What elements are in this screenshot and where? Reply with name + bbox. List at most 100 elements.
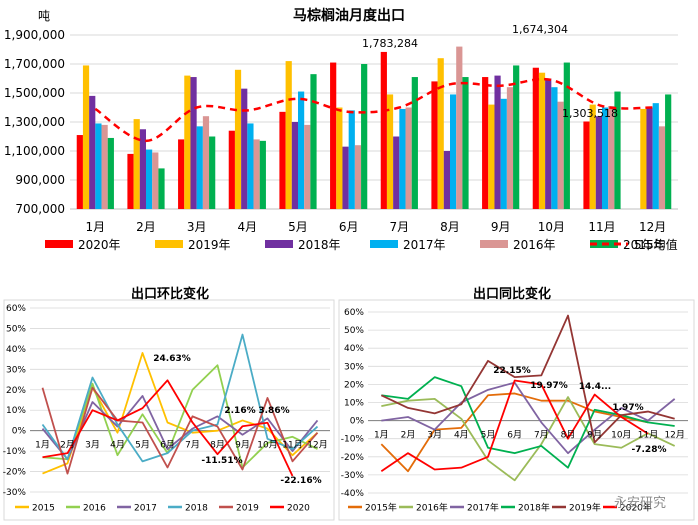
data-label: 14.4... [579,382,611,392]
x-tick-label: 12月 [307,440,327,451]
x-tick-label: 6月 [160,440,175,451]
y-tick-label: 700,000 [15,202,65,216]
legend-label: 2016 [83,504,106,514]
bar [488,104,495,209]
y-tick-label: 1,700,000 [4,57,65,71]
x-tick-label: 5月 [288,220,308,234]
bar [158,168,165,209]
bar [640,108,647,209]
bar [513,65,520,209]
x-tick-label: 2月 [401,430,416,441]
bar [380,51,387,209]
legend-swatch [265,240,293,248]
legend-label: 2020年 [78,238,121,252]
bar [563,62,570,209]
y-tick-label: 60% [344,308,364,318]
bar [95,123,102,209]
yoy-chart-gridlines: 60% 50% 40% 30% 20% 10% 0% -10% -20% -30% -40% [341,308,688,499]
y-tick-label: 0% [12,427,27,437]
watermark: 永安研究 [614,496,666,511]
legend-label: 2016年 [513,238,556,252]
x-tick-label: 5月 [481,430,496,441]
bar [545,78,552,209]
legend-label: 2019年 [569,502,601,514]
y-tick-label: 50% [344,326,364,336]
y-tick-label: -40% [341,489,365,499]
bar [608,106,615,209]
bar [139,129,146,209]
y-tick-label: -30% [3,488,27,498]
bar [291,122,298,209]
bar [411,77,418,209]
bar [456,46,463,209]
series-line [381,396,676,482]
mom-chart-data-labels: 24.63% 2.16% 3.86% -11.51% -22.16% [153,354,321,486]
bar [101,124,108,209]
bar [658,126,666,209]
bar [209,136,216,209]
y-tick-label: 20% [344,380,364,390]
bar [462,77,469,209]
bar [405,107,412,209]
bar [551,87,558,209]
data-label: 1.97% [612,403,643,413]
series-line [381,381,676,455]
x-tick-label: 7月 [534,430,549,441]
bar [393,136,400,209]
bar [589,104,596,209]
main-chart-y-axis: 700,000 900,000 1,100,000 1,300,000 1,500,00… [4,28,65,216]
data-label: -11.51% [201,456,242,466]
bar [89,95,96,209]
x-tick-label: 9月 [235,440,250,451]
y-tick-label: -20% [341,453,365,463]
y-tick-label: 40% [6,345,26,355]
bar [494,75,501,209]
series-line [381,376,675,469]
y-tick-label: 30% [344,362,364,372]
yoy-chart-lines [380,314,676,482]
y-tick-label: 50% [6,324,26,334]
x-tick-label: 3月 [427,430,442,441]
y-tick-label: -10% [341,435,365,445]
series-line [380,379,649,473]
main-chart-avg-line [94,77,653,143]
legend-label: 2017年 [467,502,499,514]
x-tick-label: 1月 [86,220,106,234]
bar [437,58,444,210]
bar [259,140,266,209]
legend-label: 2017 [134,504,157,514]
yoy-chart: 出口同比变化 60% 50% 40% 30% 20% 10% 0% -10% -20% -30% -… [338,286,695,521]
bar [146,149,153,209]
x-tick-label: 1月 [35,440,50,451]
bar [557,101,564,209]
data-label: -22.16% [280,476,321,486]
bar [506,87,514,209]
annotation-nov-2020: 1,303,518 [562,107,618,120]
data-label: 22.15% [493,366,531,376]
bar [330,62,337,209]
y-tick-label: 1,100,000 [4,144,65,158]
bar [342,146,349,209]
bar [361,64,368,209]
y-tick-label: -20% [3,468,27,478]
x-tick-label: 11月 [588,220,615,234]
series-line [41,386,319,475]
main-chart-unit: 吨 [38,9,50,23]
bar [354,145,362,209]
x-tick-label: 7月 [185,440,200,451]
bar [431,81,438,209]
bar [247,123,254,209]
bar [202,116,210,209]
x-tick-label: 4月 [454,430,469,441]
mom-chart-legend: 2015 2016 2017 2018 2019 2020 [15,504,310,514]
legend-label: 2018 [185,504,208,514]
legend-label: 2018年 [298,238,341,252]
yoy-chart-legend: 2015年 2016年 2017年 2018年 2019年 2020年 [348,502,652,514]
legend-label: 2016年 [416,502,448,514]
bar [285,61,292,209]
legend-swatch [155,240,183,248]
bar [304,124,311,209]
mom-chart-gridlines: 60% 50% 40% 30% 20% 10% 0% -10% -20% -30% [3,304,330,498]
